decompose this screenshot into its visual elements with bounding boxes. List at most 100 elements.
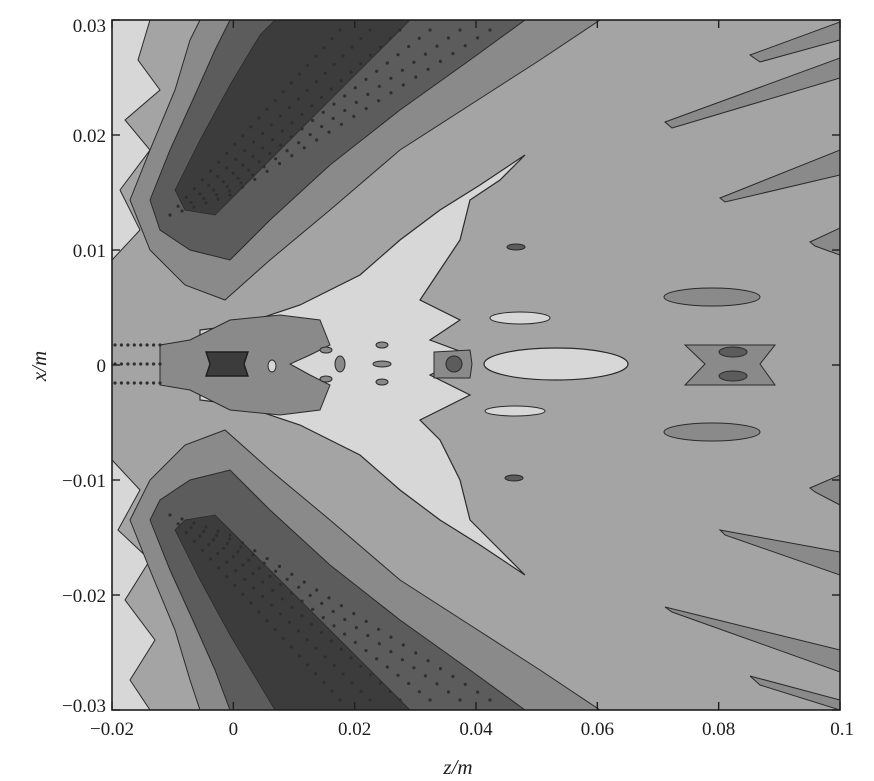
interference-dot bbox=[369, 673, 373, 677]
interference-dot bbox=[435, 682, 439, 686]
interference-dot bbox=[368, 28, 372, 32]
interference-dot bbox=[414, 651, 418, 655]
interference-dot bbox=[216, 551, 220, 556]
interference-dot bbox=[253, 549, 257, 553]
interference-dot bbox=[407, 681, 411, 686]
interference-dot bbox=[350, 45, 354, 49]
interference-dot bbox=[221, 180, 225, 184]
interference-dot bbox=[251, 154, 255, 158]
interference-dot bbox=[270, 588, 275, 593]
interference-dot bbox=[200, 548, 204, 552]
interference-dot bbox=[257, 566, 261, 570]
interference-dot bbox=[139, 362, 143, 366]
interference-dot bbox=[273, 627, 277, 632]
interference-dot bbox=[332, 624, 336, 628]
interference-dot bbox=[139, 343, 143, 347]
interference-dot bbox=[407, 44, 411, 49]
interference-dot bbox=[225, 575, 229, 579]
interference-dot bbox=[330, 37, 334, 41]
interference-dot bbox=[212, 538, 216, 542]
interference-dot bbox=[314, 54, 318, 59]
interference-dot bbox=[239, 545, 243, 549]
interference-dot bbox=[158, 343, 162, 347]
interference-dot bbox=[184, 195, 188, 199]
interference-dot bbox=[446, 690, 451, 694]
interference-dot bbox=[375, 69, 379, 73]
y-tick-label: −0.02 bbox=[62, 586, 106, 607]
interference-dot bbox=[349, 70, 353, 74]
interference-dot bbox=[354, 100, 358, 104]
interference-dot bbox=[158, 362, 162, 366]
interference-dot bbox=[243, 577, 247, 581]
interference-dot bbox=[247, 168, 251, 172]
interference-dot bbox=[451, 52, 455, 56]
interference-dot bbox=[438, 667, 443, 671]
interference-dot bbox=[290, 605, 294, 609]
interference-dot bbox=[323, 71, 327, 75]
interference-dot bbox=[305, 88, 309, 92]
interference-dot bbox=[257, 116, 261, 120]
small-spot bbox=[334, 355, 346, 373]
interference-dot bbox=[241, 163, 245, 167]
interference-dot bbox=[268, 152, 272, 156]
interference-dot bbox=[227, 537, 232, 541]
interference-dot bbox=[273, 98, 277, 103]
interference-dot bbox=[400, 658, 404, 662]
small-spot bbox=[319, 375, 333, 383]
interference-dot bbox=[396, 53, 400, 57]
interference-dot bbox=[119, 381, 123, 385]
interference-dot bbox=[310, 104, 314, 108]
right-ellipse bbox=[663, 422, 761, 442]
interference-dot bbox=[319, 631, 324, 635]
interference-dots bbox=[113, 28, 492, 702]
interference-dot bbox=[257, 610, 261, 614]
interference-dot bbox=[305, 638, 309, 642]
interference-dot bbox=[311, 119, 315, 123]
interference-dot bbox=[378, 681, 382, 685]
interference-dot bbox=[359, 37, 363, 41]
interference-dot bbox=[225, 541, 229, 546]
small-spot bbox=[445, 355, 463, 373]
interference-dot bbox=[476, 36, 480, 40]
interference-dot bbox=[289, 81, 293, 85]
focus-spot bbox=[205, 351, 249, 377]
interference-dot bbox=[176, 204, 180, 208]
interference-dot bbox=[126, 343, 130, 347]
small-spot bbox=[375, 378, 389, 386]
interference-dot bbox=[366, 634, 370, 638]
interference-dot bbox=[126, 362, 130, 366]
interference-dot bbox=[339, 122, 343, 126]
interference-dot bbox=[343, 94, 347, 98]
interference-dot bbox=[278, 114, 283, 118]
interference-dot bbox=[231, 555, 235, 559]
interference-dot bbox=[302, 580, 306, 584]
interference-dot bbox=[297, 72, 302, 76]
interference-dot bbox=[314, 672, 318, 676]
interference-dot bbox=[192, 539, 196, 544]
interference-dot bbox=[349, 656, 353, 660]
interference-dot bbox=[274, 157, 278, 161]
interference-dot bbox=[281, 90, 285, 94]
y-tick-label: 0.01 bbox=[73, 241, 106, 262]
interference-dot bbox=[279, 143, 283, 147]
interference-dot bbox=[261, 131, 265, 135]
interference-dot bbox=[398, 28, 402, 32]
interference-dot bbox=[251, 553, 255, 557]
upper-side-ellipse bbox=[489, 311, 551, 325]
interference-dot bbox=[239, 181, 243, 185]
interference-dot bbox=[350, 681, 354, 685]
interference-dot bbox=[269, 123, 274, 127]
small-spot bbox=[375, 341, 389, 349]
interference-dot bbox=[322, 46, 326, 50]
interference-dot bbox=[315, 138, 319, 142]
interference-dot bbox=[343, 617, 347, 622]
interference-dot bbox=[152, 343, 156, 347]
right-streak bbox=[809, 474, 840, 506]
y-tick-label: −0.03 bbox=[62, 696, 106, 717]
interference-dot bbox=[389, 76, 393, 80]
x-tick-labels: −0.02 0 0.02 0.04 0.06 0.08 0.1 bbox=[90, 719, 854, 740]
interference-dot bbox=[261, 580, 265, 584]
interference-dot bbox=[338, 698, 342, 702]
interference-dot bbox=[366, 92, 370, 96]
interference-dot bbox=[300, 127, 304, 131]
